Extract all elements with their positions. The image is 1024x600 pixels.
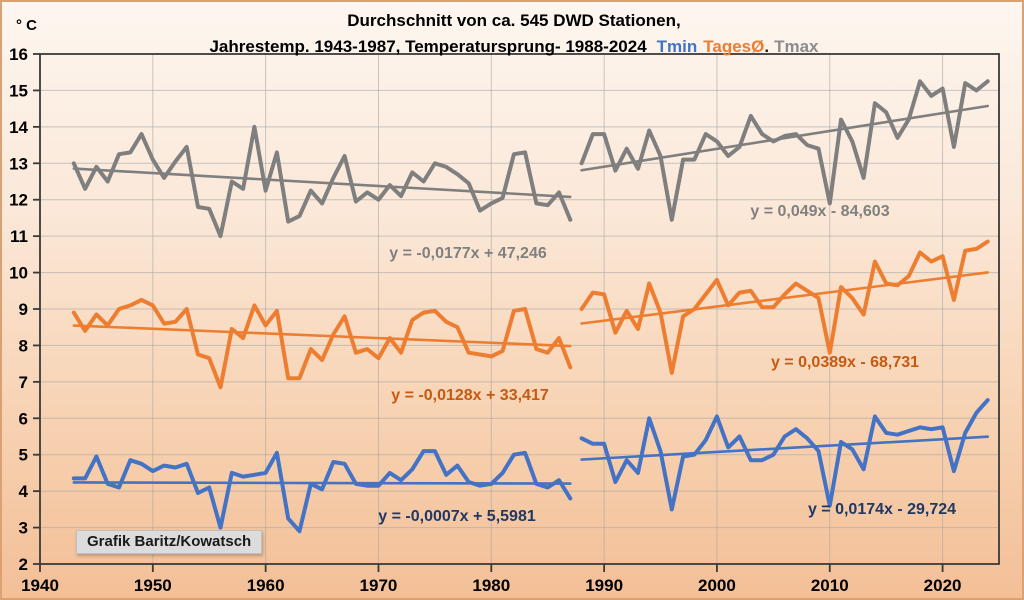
chart-title-line1: Durchschnitt von ca. 545 DWD Stationen, xyxy=(347,11,681,30)
chart-title-line2-text: Jahrestemp. 1943-1987, Temperatursprung-… xyxy=(209,37,647,56)
x-tick-label-2020: 2020 xyxy=(924,576,962,595)
trend-tages-1943-1987 xyxy=(72,324,572,348)
legend-tmax-label: Tmax xyxy=(774,37,819,56)
series-line-tages-1988-2024 xyxy=(579,239,990,375)
legend-tmin-label: Tmin xyxy=(656,37,698,56)
trend-tmin-1943-1987 xyxy=(72,481,572,485)
legend-separator-dot: . xyxy=(764,37,770,56)
y-tick-label-8: 8 xyxy=(19,336,28,355)
y-axis-unit-label: ° C xyxy=(16,17,37,34)
y-tick-label-2: 2 xyxy=(19,555,28,574)
y-tick-label-10: 10 xyxy=(9,264,28,283)
trend-tmax-1943-1987 xyxy=(72,167,572,199)
x-tick-label-2000: 2000 xyxy=(698,576,736,595)
x-tick-label-1980: 1980 xyxy=(472,576,510,595)
legend-tages-label: TagesØ xyxy=(703,37,765,56)
y-tick-label-6: 6 xyxy=(19,409,28,428)
trend-tmin-1988-2024 xyxy=(580,435,990,461)
y-tick-label-4: 4 xyxy=(19,482,29,501)
y-tick-label-5: 5 xyxy=(19,446,28,465)
chart-title: Durchschnitt von ca. 545 DWD Stationen, … xyxy=(2,8,1022,60)
y-tick-label-9: 9 xyxy=(19,300,28,319)
y-tick-label-13: 13 xyxy=(9,154,28,173)
x-tick-label-1950: 1950 xyxy=(134,576,172,595)
series-line-tmax-1943-1987 xyxy=(71,124,573,239)
equation-label-trend-tmin-1943-1987: y = -0,0007x + 5,5981 xyxy=(378,508,536,525)
x-tick-label-1970: 1970 xyxy=(360,576,398,595)
y-tick-label-12: 12 xyxy=(9,191,28,210)
trend-tages-1988-2024 xyxy=(580,271,990,325)
equation-label-trend-tages-1943-1987: y = -0,0128x + 33,417 xyxy=(391,387,549,404)
series-line-tmin-1988-2024 xyxy=(579,398,990,512)
x-tick-label-2010: 2010 xyxy=(811,576,849,595)
y-tick-label-11: 11 xyxy=(10,227,28,246)
credit-text: Grafik Baritz/Kowatsch xyxy=(87,533,252,550)
y-tick-label-15: 15 xyxy=(9,81,28,100)
series-line-tmax-1988-2024 xyxy=(579,79,990,222)
y-tick-label-7: 7 xyxy=(19,373,28,392)
x-tick-label-1940: 1940 xyxy=(21,576,59,595)
x-tick-label-1960: 1960 xyxy=(247,576,285,595)
equation-label-trend-tmin-1988-2024: y = 0,0174x - 29,724 xyxy=(808,501,956,518)
series-line-tmin-1943-1987 xyxy=(71,449,573,534)
x-tick-label-1990: 1990 xyxy=(585,576,623,595)
credit-box: Grafik Baritz/Kowatsch xyxy=(76,530,263,554)
equation-label-trend-tmax-1988-2024: y = 0,049x - 84,603 xyxy=(750,203,889,220)
y-tick-label-14: 14 xyxy=(9,118,28,137)
equation-label-trend-tages-1988-2024: y = 0,0389x - 68,731 xyxy=(771,354,919,371)
chart-title-line2: Jahrestemp. 1943-1987, Temperatursprung-… xyxy=(2,34,1022,60)
y-tick-label-3: 3 xyxy=(19,519,28,538)
y-tick-label-16: 16 xyxy=(9,45,28,64)
series-line-tages-1943-1987 xyxy=(71,297,573,390)
equation-label-trend-tmax-1943-1987: y = -0,0177x + 47,246 xyxy=(389,245,547,262)
